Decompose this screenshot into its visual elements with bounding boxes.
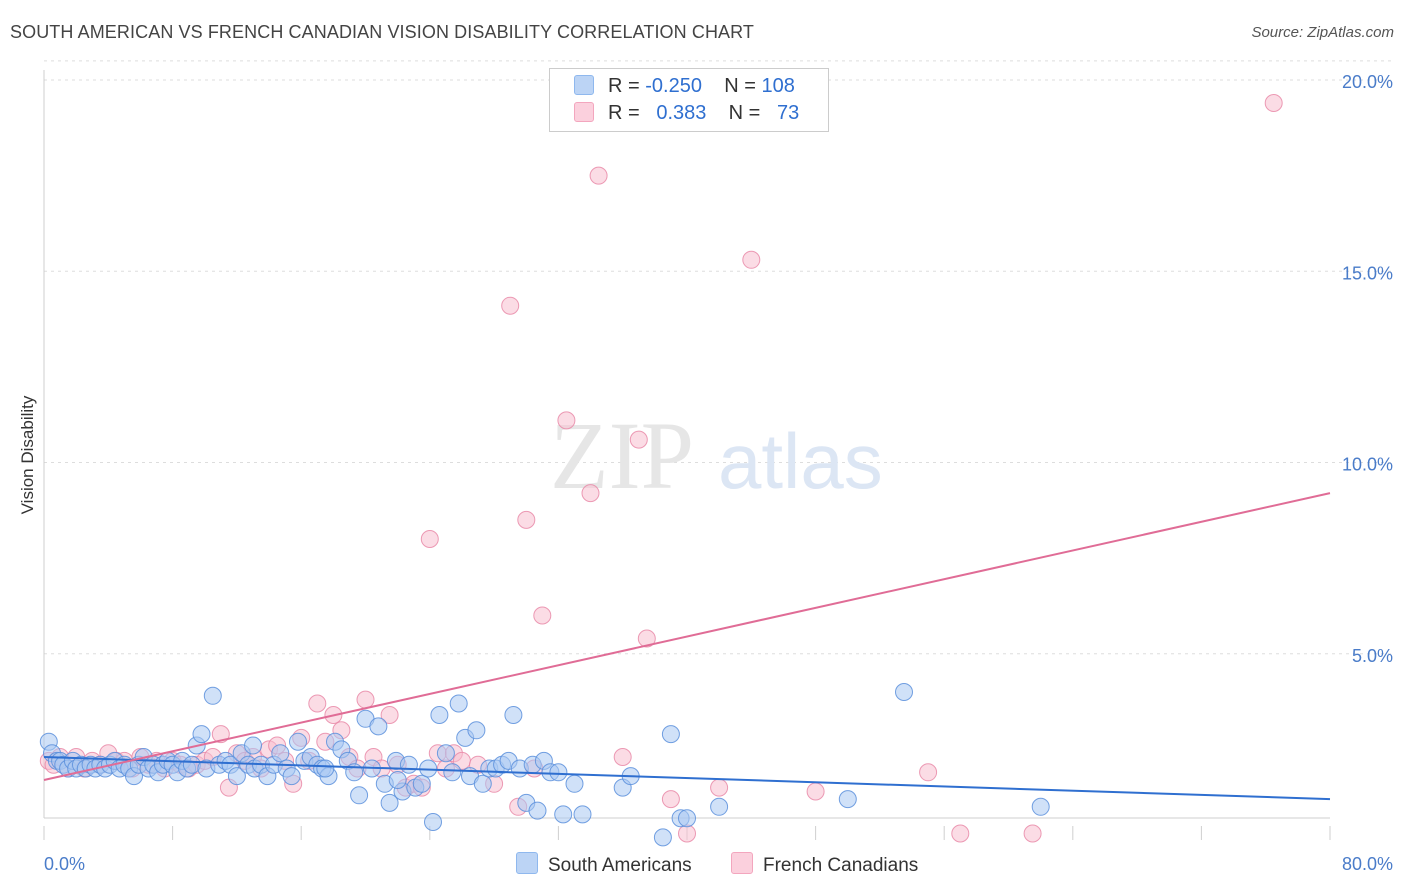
y-tick-label: 15.0%	[1342, 263, 1393, 283]
point-french-canadian	[710, 778, 729, 797]
trend-line-french-canadians	[43, 492, 1331, 781]
source-credit: Source: ZipAtlas.com	[1251, 24, 1394, 41]
y-axis-label: Vision Disability	[18, 395, 37, 514]
point-south-american	[467, 721, 486, 740]
bottom-legend-swatch-pink	[731, 852, 753, 874]
point-south-american	[573, 805, 592, 824]
point-french-canadian	[356, 690, 375, 709]
point-french-canadian	[420, 530, 439, 548]
point-south-american	[436, 744, 455, 763]
point-french-canadian	[637, 629, 656, 648]
point-south-american	[227, 767, 246, 786]
point-south-american	[412, 774, 431, 793]
point-french-canadian	[517, 510, 536, 529]
legend-r-label: R =	[608, 102, 640, 124]
legend-n-label: N =	[724, 75, 756, 97]
point-french-canadian	[211, 725, 230, 744]
x-tick-label-min: 0.0%	[44, 854, 85, 874]
point-french-canadian	[629, 430, 648, 449]
point-south-american	[203, 686, 222, 705]
point-french-canadian	[557, 411, 576, 430]
point-south-american	[244, 736, 262, 755]
point-french-canadian	[1264, 94, 1283, 112]
point-south-american	[350, 786, 369, 805]
point-south-american	[895, 683, 913, 701]
point-french-canadian	[501, 296, 520, 315]
legend-r-value: 0.383	[656, 102, 707, 124]
point-south-american	[399, 755, 418, 774]
point-french-canadian	[380, 706, 399, 724]
point-french-canadian	[919, 763, 938, 782]
point-south-american	[369, 717, 388, 736]
legend-n-label: N =	[728, 102, 761, 124]
point-south-american	[661, 725, 680, 744]
point-south-american	[473, 774, 492, 793]
bottom-legend-swatch-blue	[516, 852, 538, 874]
point-south-american	[380, 793, 399, 812]
y-tick-label: 20.0%	[1342, 72, 1393, 92]
point-south-american	[424, 813, 442, 831]
legend-row-french-canadians: R = 0.383 N = 73	[574, 102, 799, 126]
legend-swatch-pink	[574, 102, 594, 122]
bottom-legend-label: French Canadians	[763, 855, 919, 876]
point-french-canadian	[533, 606, 552, 625]
point-south-american	[282, 767, 301, 786]
point-french-canadian	[951, 824, 970, 843]
point-south-american	[271, 744, 290, 763]
legend-n-value: 73	[777, 102, 800, 124]
point-south-american	[653, 828, 672, 847]
series-south-americans	[39, 683, 1050, 847]
grid-lines	[44, 60, 1394, 655]
y-tick-labels: 5.0% 10.0% 15.0% 20.0%	[1342, 72, 1393, 666]
point-south-american	[1031, 797, 1050, 816]
point-french-canadian	[581, 484, 600, 503]
point-south-american	[554, 805, 573, 824]
legend-n-value: 108	[761, 75, 795, 97]
bottom-legend-label: South Americans	[548, 855, 692, 876]
point-south-american	[678, 809, 696, 828]
trend-lines	[43, 492, 1331, 801]
point-south-american	[838, 790, 857, 809]
point-french-canadian	[613, 748, 632, 766]
point-french-canadian	[742, 250, 761, 269]
point-south-american	[565, 774, 584, 793]
point-french-canadian	[806, 782, 825, 801]
point-south-american	[388, 771, 407, 789]
point-south-american	[449, 694, 468, 713]
y-tick-label: 10.0%	[1342, 455, 1393, 475]
point-south-american	[316, 759, 335, 778]
trend-line-south-americans	[43, 756, 1331, 801]
point-south-american	[430, 706, 449, 724]
point-french-canadian	[678, 824, 696, 843]
legend-row-south-americans: R = -0.250 N = 108	[574, 75, 795, 99]
point-south-american	[549, 763, 568, 782]
bottom-legend-south-americans: South Americans	[516, 852, 692, 877]
point-south-american	[443, 763, 462, 782]
point-south-american	[192, 725, 211, 744]
point-south-american	[710, 797, 729, 816]
y-tick-label: 5.0%	[1352, 646, 1393, 666]
correlation-legend: R = -0.250 N = 108 R = 0.383 N = 73	[549, 68, 829, 132]
legend-r-value: -0.250	[645, 75, 702, 97]
legend-r-label: R =	[608, 75, 640, 97]
point-south-american	[528, 801, 547, 820]
point-south-american	[504, 706, 523, 724]
chart-title: SOUTH AMERICAN VS FRENCH CANADIAN VISION…	[10, 22, 755, 42]
point-french-canadian	[308, 694, 327, 713]
point-south-american	[289, 732, 307, 751]
bottom-legend-french-canadians: French Canadians	[731, 852, 918, 877]
point-french-canadian	[589, 166, 608, 185]
watermark-atlas: atlas	[718, 417, 883, 505]
x-tick-label-max: 80.0%	[1342, 854, 1393, 874]
legend-swatch-blue	[574, 75, 594, 95]
point-french-canadian	[1023, 824, 1042, 843]
point-french-canadian	[661, 790, 680, 809]
